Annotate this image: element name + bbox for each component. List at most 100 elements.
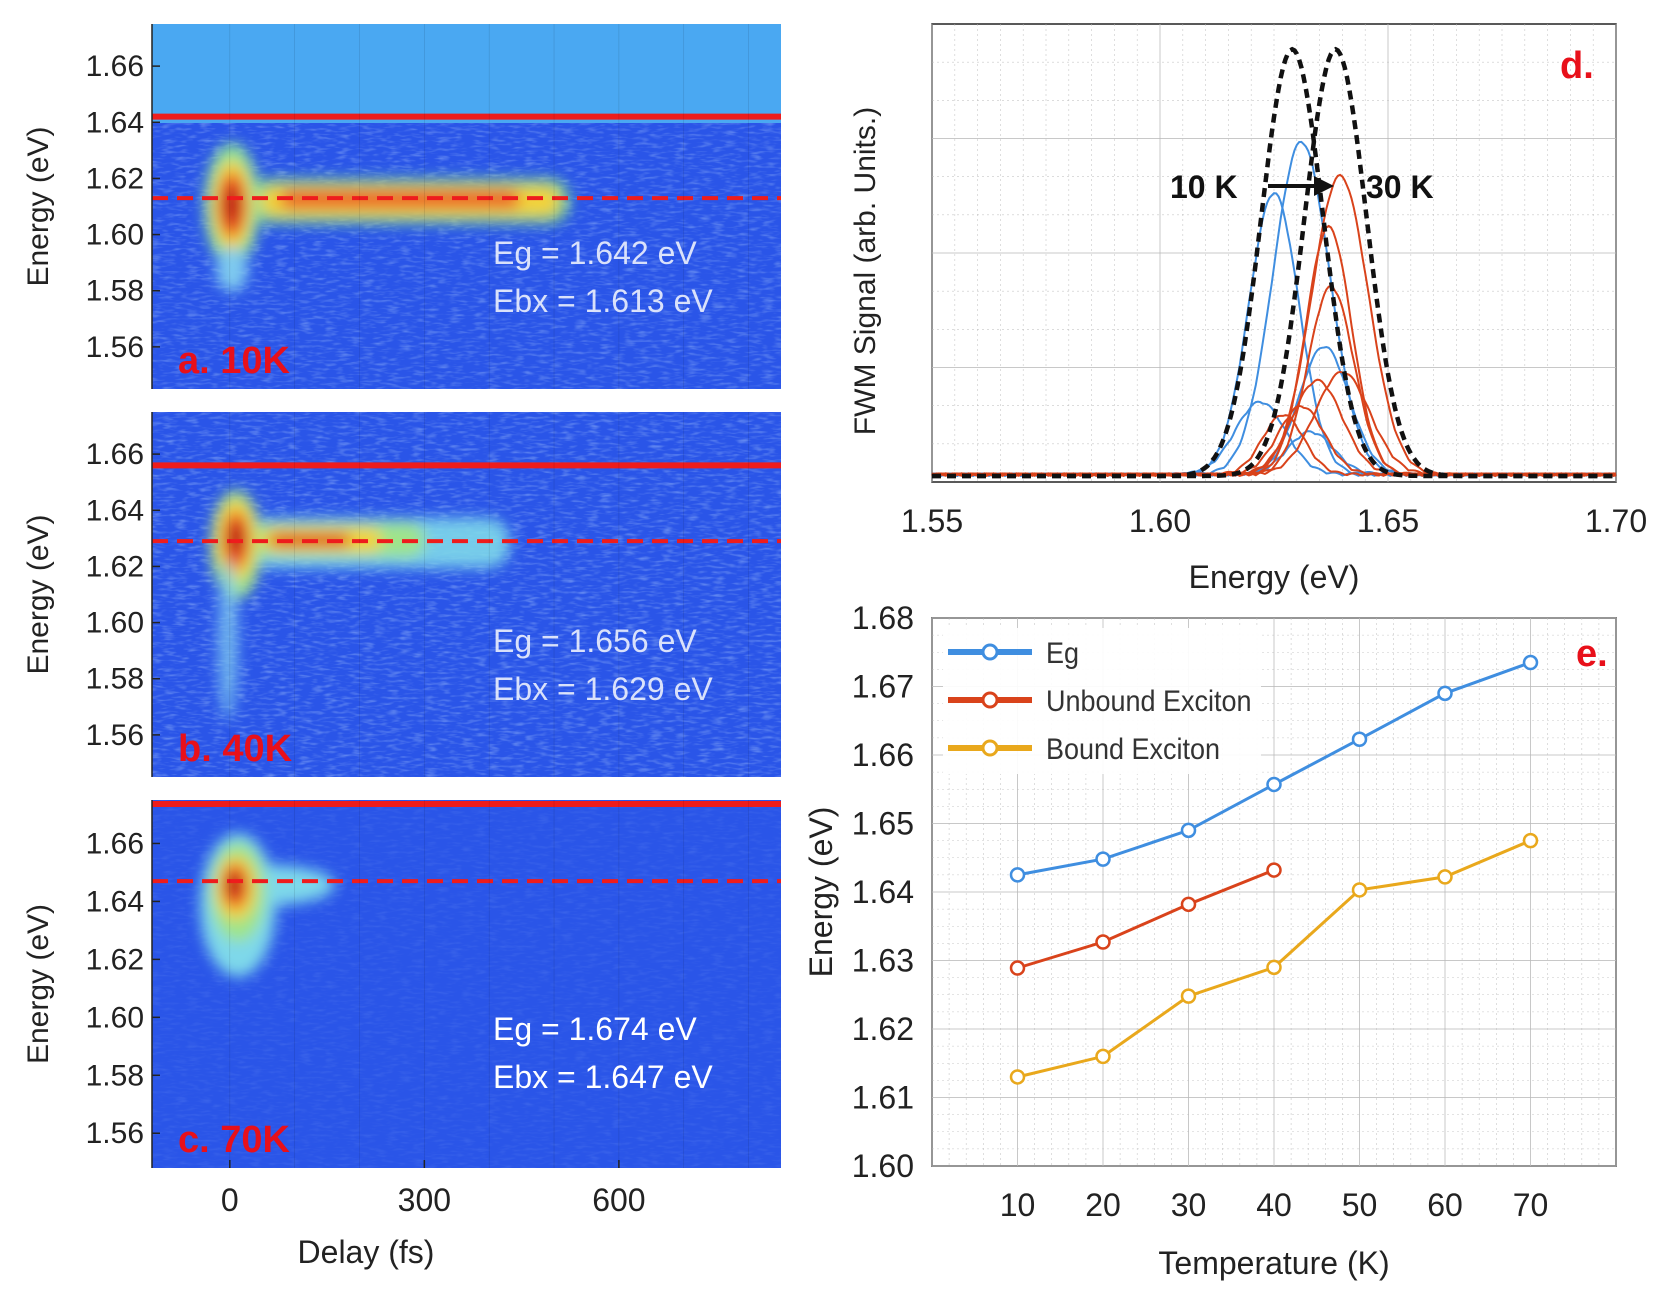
panel-d-x-tick-label: 1.70: [1585, 503, 1647, 539]
panel-a-signal: [204, 143, 570, 292]
panel-e-point-eg: [1266, 776, 1282, 793]
panel-e-point-bound-exciton: [1266, 959, 1282, 976]
panel-c-x-tick-label: 300: [398, 1182, 451, 1218]
panel-a-noise: [152, 123, 781, 389]
panel-e-x-tick-label: 20: [1085, 1187, 1121, 1223]
panel-e-point-bound-exciton: [1351, 882, 1368, 898]
panel-e-x-tick-label: 40: [1256, 1187, 1292, 1223]
panel-e-legend-label: Bound Exciton: [1046, 733, 1220, 767]
panel-a-above-gap-region: [152, 24, 781, 123]
panel-e-y-label: Energy (eV): [803, 807, 839, 978]
panel-c-eg-annotation: Eg = 1.674 eV: [493, 1011, 697, 1047]
panel-e-y-tick-label: 1.68: [852, 600, 914, 636]
panel-d-arrow-head: [1314, 176, 1334, 196]
panel-b-y-tick-label: 1.66: [86, 438, 144, 471]
panel-c-y-tick-label: 1.62: [86, 943, 144, 976]
panel-e-y-tick-label: 1.67: [852, 669, 914, 705]
panel-c-ebx-annotation: Ebx = 1.647 eV: [493, 1059, 713, 1095]
panel-a-y-tick-label: 1.60: [86, 219, 144, 252]
panel-b-eg-annotation: Eg = 1.656 eV: [493, 623, 697, 659]
panel-b-signal: [210, 490, 510, 720]
panel-e-y-tick-label: 1.63: [852, 943, 914, 979]
panel-a-y-tick-label: 1.58: [86, 275, 144, 308]
panel-e-legend: Eg Unbound Exciton Bound Exciton: [943, 628, 1261, 774]
panel-b-overlay: 1.66 1.64 1.62 1.60 1.58 1.56 Energy (eV) Eg = …: [22, 412, 781, 777]
panel-b-ebx-annotation: Ebx = 1.629 eV: [493, 671, 713, 707]
panel-a-eg-annotation: Eg = 1.642 eV: [493, 235, 697, 271]
panel-a-ebx-annotation: Ebx = 1.613 eV: [493, 283, 713, 319]
panel-a-panel-label: a. 10K: [178, 340, 291, 382]
panel-d-x-tick-label: 1.65: [1357, 503, 1419, 539]
panel-e-legend-label: Eg: [1046, 637, 1079, 671]
panel-b-y-label: Energy (eV): [22, 514, 55, 674]
panel-c-panel-label: c. 70K: [178, 1119, 291, 1161]
panel-e-point-bound-exciton: [1180, 988, 1197, 1004]
panel-e-x-tick-label: 30: [1171, 1187, 1207, 1223]
panel-e-legend-label: Unbound Exciton: [1046, 685, 1251, 719]
panel-c-signal: [200, 833, 335, 977]
panel-c-y-tick-label: 1.58: [86, 1059, 144, 1092]
panel-c-y-tick-label: 1.64: [86, 885, 144, 918]
panel-a-y-label: Energy (eV): [22, 126, 55, 286]
panel-a-y-tick-label: 1.64: [86, 106, 144, 139]
panel-e-point-unbound-exciton: [1266, 862, 1282, 878]
panel-d-fwm-spectra: 1.55 1.60 1.65 1.70 Energy (eV) FWM Signal (a…: [849, 23, 1647, 595]
panel-e-y-tick-label: 1.66: [852, 737, 914, 773]
panel-e-x-tick-label: 10: [1000, 1187, 1036, 1223]
panel-e-point-eg: [1009, 867, 1026, 883]
panel-c-overlay: 1.66 1.64 1.62 1.60 1.58 1.56 Energy (eV) Eg = …: [22, 800, 781, 1270]
panel-a-overlay: 1.66 1.64 1.62 1.60 1.58 1.56 Energy (eV) Eg = …: [22, 24, 781, 389]
panel-e-point-eg: [1095, 851, 1111, 867]
panel-e-point-unbound-exciton: [1009, 960, 1026, 976]
panel-e-legend-marker: [981, 643, 999, 661]
panel-e-point-eg: [1180, 822, 1197, 839]
panel-a-heatmap: [152, 24, 781, 389]
panel-c-x-label: Delay (fs): [298, 1234, 435, 1270]
panel-b-heatmap: [152, 412, 781, 777]
panel-e-y-tick-label: 1.64: [852, 874, 914, 910]
panel-c-y-tick-label: 1.66: [86, 827, 144, 860]
panel-d-y-label: FWM Signal (arb. Units.): [849, 107, 882, 435]
panel-a-y-tick-label: 1.56: [86, 331, 144, 364]
panel-c-heatmap: [152, 800, 781, 1168]
panel-e-panel-label: e.: [1576, 633, 1608, 675]
panel-c-y-tick-label: 1.56: [86, 1117, 144, 1150]
panel-e-point-bound-exciton: [1437, 869, 1453, 885]
panel-e-point-bound-exciton: [1095, 1048, 1111, 1065]
panel-a-y-tick-label: 1.62: [86, 162, 144, 195]
panel-e-x-tick-label: 70: [1513, 1187, 1549, 1223]
panel-b-noise: [152, 412, 781, 777]
panel-e-y-tick-label: 1.60: [852, 1148, 914, 1184]
panel-b-y-tick-label: 1.62: [86, 550, 144, 583]
panel-e-x-tick-label: 60: [1427, 1187, 1463, 1223]
panel-d-x-label: Energy (eV): [1189, 559, 1360, 595]
panel-e-legend-marker: [981, 691, 999, 709]
panel-d-arrow-from-label: 10 K: [1170, 169, 1238, 205]
panel-e-legend-marker: [981, 739, 999, 757]
panel-e-y-tick-label: 1.65: [852, 806, 914, 842]
panel-e-point-unbound-exciton: [1095, 934, 1111, 950]
panel-b-y-tick-label: 1.58: [86, 663, 144, 696]
panel-b-y-tick-label: 1.56: [86, 719, 144, 752]
panel-e-point-bound-exciton: [1009, 1069, 1026, 1085]
panel-d-curve-30-k-envelope: [932, 46, 1616, 479]
panel-d-x-tick-label: 1.60: [1129, 503, 1191, 539]
panel-c-x-tick-label: 600: [592, 1182, 645, 1218]
panel-e-x-label: Temperature (K): [1158, 1245, 1389, 1281]
panel-e-point-eg: [1437, 685, 1453, 702]
panel-c-y-label: Energy (eV): [22, 904, 55, 1064]
panel-e-point-unbound-exciton: [1180, 896, 1197, 913]
panel-d-x-tick-label: 1.55: [901, 503, 963, 539]
panel-e-energy-vs-temperature: 10 20 30 40 50 60 70 1.68 1.67 1.66 1.65 1.64 1.63 1.…: [803, 600, 1617, 1281]
panel-b-y-tick-label: 1.64: [86, 494, 144, 527]
panel-d-panel-label: d.: [1560, 45, 1594, 87]
panel-b-panel-label: b. 40K: [178, 728, 293, 770]
panel-d-arrow-to-label: 30 K: [1366, 169, 1434, 205]
panel-b-y-tick-label: 1.60: [86, 607, 144, 640]
panel-e-line-unbound-exciton: [1017, 868, 1275, 970]
panel-e-y-tick-label: 1.62: [852, 1011, 914, 1047]
panel-c-x-tick-label: 0: [221, 1182, 239, 1218]
panel-e-point-eg: [1522, 654, 1539, 671]
panel-a-y-tick-label: 1.66: [86, 50, 144, 83]
